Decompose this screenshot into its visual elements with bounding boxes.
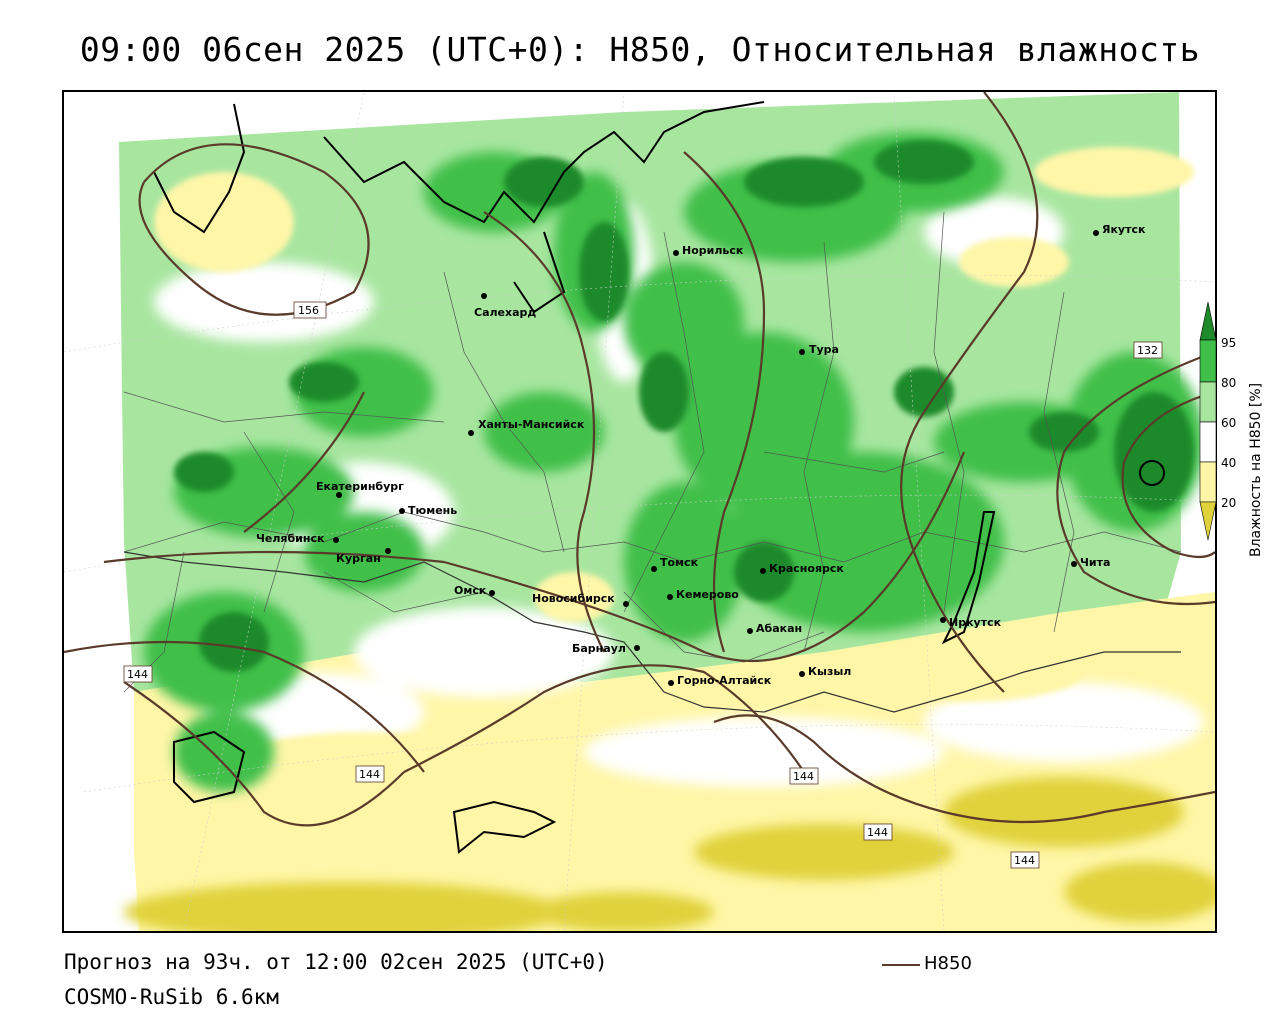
isoline-label-144-east: 144 (1010, 851, 1040, 869)
city-barnaul[interactable]: Барнаул (572, 642, 640, 655)
svg-text:144: 144 (359, 768, 380, 781)
legend-band-40-20 (1199, 461, 1217, 503)
svg-text:Тура: Тура (809, 343, 839, 356)
svg-text:Горно-Алтайск: Горно-Алтайск (677, 674, 772, 687)
isoline-label-144-south: 144 (789, 767, 819, 785)
svg-text:Курган: Курган (336, 552, 381, 565)
legend-tick-95: 95 (1221, 336, 1236, 350)
forecast-info: Прогноз на 93ч. от 12:00 02сен 2025 (UTC… (64, 950, 608, 974)
svg-text:156: 156 (298, 304, 319, 317)
city-kurgan[interactable]: Курган (336, 548, 391, 565)
isoline-legend-swatch (882, 964, 920, 966)
svg-text:Якутск: Якутск (1102, 223, 1146, 236)
coastline (153, 101, 1165, 854)
svg-text:144: 144 (127, 668, 148, 681)
svg-text:Красноярск: Красноярск (769, 562, 844, 575)
svg-text:Норильск: Норильск (682, 244, 744, 257)
isoline-legend-label: H850 (924, 953, 972, 974)
legend-tick-20: 20 (1221, 496, 1236, 510)
svg-text:144: 144 (867, 826, 888, 839)
city-salekhard[interactable]: Салехард (474, 293, 536, 319)
svg-text:Новосибирск: Новосибирск (532, 592, 615, 605)
legend-tick-40: 40 (1221, 456, 1236, 470)
graticule (64, 92, 1215, 931)
isoline-label-144-center: 144 (355, 765, 385, 783)
cities: Якутск Норильск Салехард Тура Ханты-Манс… (256, 223, 1146, 687)
isoline-label-144-southeast: 144 (863, 823, 893, 841)
svg-text:Тюмень: Тюмень (408, 504, 457, 517)
humidity-legend: 95 80 60 40 20 (1199, 301, 1236, 541)
legend-tick-80: 80 (1221, 376, 1236, 390)
city-gorno-altaysk[interactable]: Горно-Алтайск (668, 674, 772, 687)
city-tyumen[interactable]: Тюмень (399, 504, 457, 517)
model-info: COSMO-RuSib 6.6км (64, 985, 279, 1009)
legend-band-60-40 (1199, 421, 1217, 463)
city-yekaterinburg[interactable]: Екатеринбург (316, 480, 404, 498)
isoline-legend: H850 (880, 952, 1000, 976)
city-chelyabinsk[interactable]: Челябинск (256, 532, 339, 545)
svg-text:Иркутск: Иркутск (949, 616, 1002, 629)
humidity-map: 156 144 144 144 144 144 132 Якутск Норил… (64, 92, 1215, 931)
legend-arrow-bottom (1199, 501, 1217, 541)
isoline-label-144-west: 144 (123, 665, 153, 683)
svg-text:Салехард: Салехард (474, 306, 536, 319)
legend-arrow-top (1199, 301, 1217, 341)
svg-text:Омск: Омск (454, 584, 487, 597)
country-border (123, 551, 1181, 713)
city-yakutsk[interactable]: Якутск (1093, 223, 1146, 236)
city-chita[interactable]: Чита (1071, 556, 1110, 569)
isoline-labels: 156 144 144 144 144 144 132 (123, 301, 1163, 869)
city-irkutsk[interactable]: Иркутск (940, 616, 1002, 629)
h850-isolines (64, 92, 1215, 827)
legend-tick-60: 60 (1221, 416, 1236, 430)
svg-text:Барнаул: Барнаул (572, 642, 626, 655)
svg-text:132: 132 (1137, 344, 1158, 357)
city-omsk[interactable]: Омск (454, 584, 495, 597)
svg-text:Ханты-Мансийск: Ханты-Мансийск (478, 418, 585, 431)
legend-title: Влажность на H850 [%] (1248, 382, 1264, 558)
svg-text:Кызыл: Кызыл (808, 665, 851, 678)
city-kemerovo[interactable]: Кемерово (667, 588, 739, 601)
isoline-label-156: 156 (293, 301, 327, 319)
city-tura[interactable]: Тура (799, 343, 839, 356)
city-abakan[interactable]: Абакан (747, 622, 802, 635)
svg-text:144: 144 (793, 770, 814, 783)
city-krasnoyarsk[interactable]: Красноярск (760, 562, 844, 575)
city-tomsk[interactable]: Томск (651, 556, 699, 572)
legend-band-80-60 (1199, 381, 1217, 423)
svg-text:Чита: Чита (1080, 556, 1110, 569)
city-norilsk[interactable]: Норильск (673, 244, 744, 257)
svg-text:Абакан: Абакан (756, 622, 802, 635)
svg-text:144: 144 (1014, 854, 1035, 867)
humidity-20-40-zones (154, 147, 1194, 852)
svg-text:Томск: Томск (660, 556, 699, 569)
svg-text:Кемерово: Кемерово (676, 588, 739, 601)
isoline-label-132: 132 (1133, 341, 1163, 359)
svg-text:Челябинск: Челябинск (256, 532, 325, 545)
humidity-0-20-zones (124, 777, 1215, 931)
legend-band-95-80 (1199, 339, 1217, 383)
map-frame[interactable]: 156 144 144 144 144 144 132 Якутск Норил… (62, 90, 1217, 933)
svg-text:Екатеринбург: Екатеринбург (316, 480, 404, 493)
city-khanty-mansiysk[interactable]: Ханты-Мансийск (468, 418, 585, 436)
map-title: 09:00 06сен 2025 (UTC+0): H850, Относите… (79, 30, 1201, 69)
city-kyzyl[interactable]: Кызыл (799, 665, 851, 678)
city-novosibirsk[interactable]: Новосибирск (532, 592, 629, 607)
